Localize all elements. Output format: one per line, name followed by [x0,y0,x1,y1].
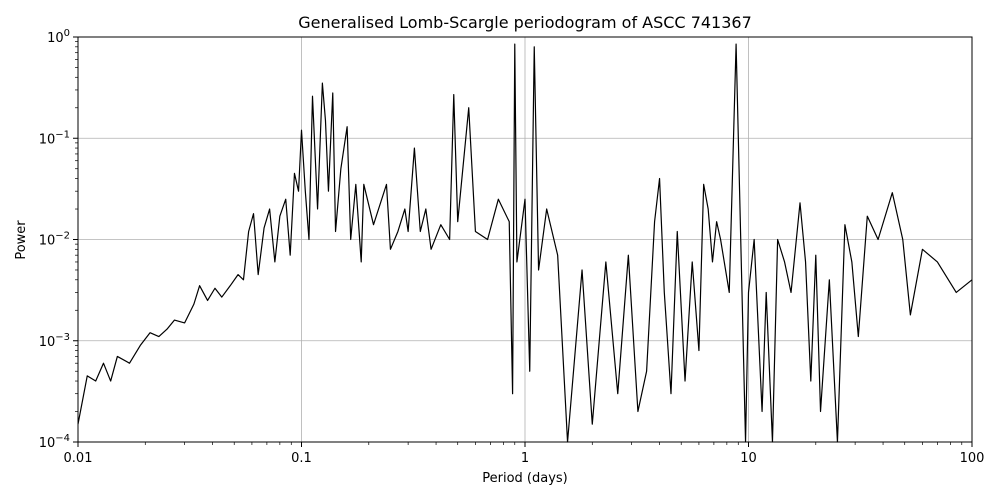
y-tick-label: 10−2 [39,231,70,249]
y-tick-exponent: 0 [64,28,70,39]
x-tick-label: 0.1 [291,451,312,466]
y-tick-base: 10 [39,132,56,147]
x-axis-label: Period (days) [482,471,568,486]
chart-title: Generalised Lomb-Scargle periodogram of … [298,13,752,32]
series-line [77,43,973,443]
y-tick-exponent: −2 [55,231,70,242]
y-tick-base: 10 [39,335,56,350]
y-tick-label: 10−1 [39,129,70,147]
y-tick-exponent: −3 [55,332,70,343]
y-axis-label: Power [14,220,29,260]
x-tick-label: 100 [960,451,985,466]
x-tick-label: 10 [740,451,757,466]
y-tick-label: 10−4 [39,433,70,451]
y-tick-exponent: −1 [55,129,70,140]
y-tick-exponent: −4 [55,433,70,444]
y-tick-base: 10 [47,31,64,46]
y-tick-base: 10 [39,234,56,249]
x-tick-label: 0.01 [64,451,93,466]
y-tick-label: 10−3 [39,332,70,350]
series-layer [77,43,973,443]
y-tick-base: 10 [39,436,56,451]
y-tick-label: 100 [47,28,70,46]
x-tick-label: 1 [521,451,529,466]
